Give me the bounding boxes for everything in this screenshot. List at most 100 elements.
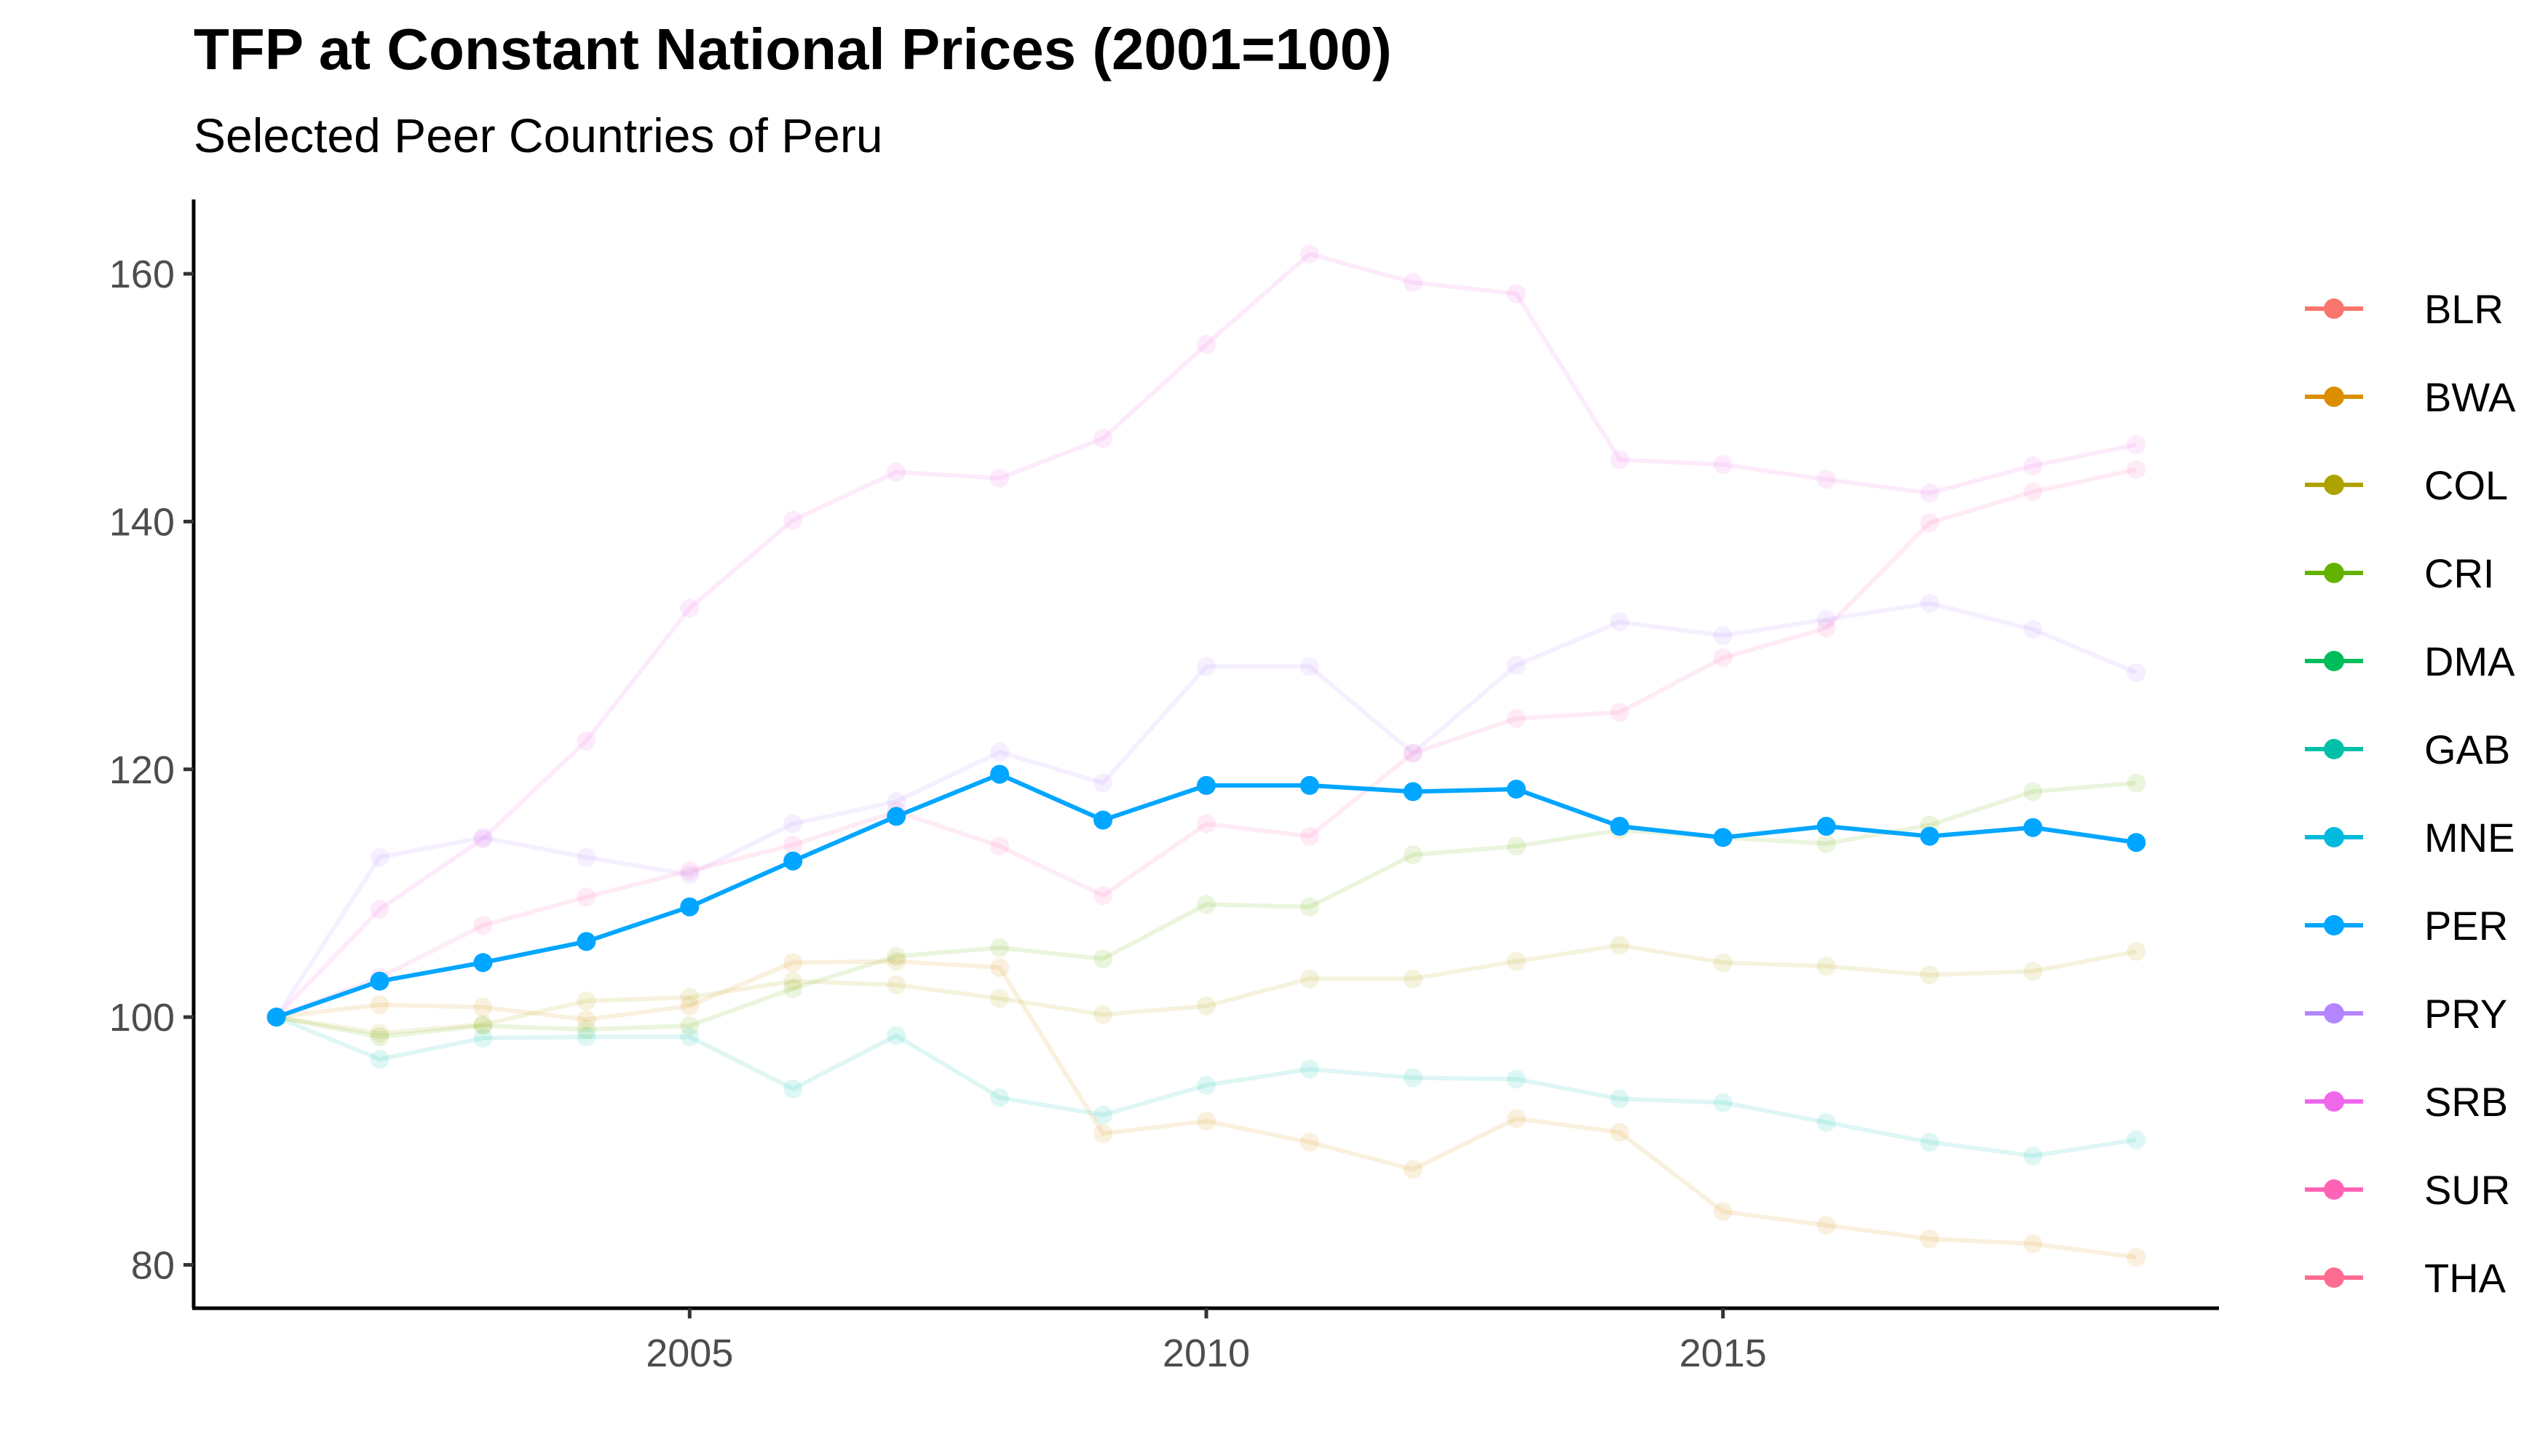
legend-key-point-blr (2324, 298, 2344, 319)
chart-subtitle: Selected Peer Countries of Peru (194, 108, 883, 162)
data-point-col-2010 (1197, 996, 1216, 1016)
data-point-pry-2013 (1506, 655, 1526, 675)
legend-item-mne: MNE (2305, 815, 2515, 860)
series-line-col (276, 943, 2137, 1036)
data-point-cri-2003 (473, 1016, 493, 1035)
data-point-bwa-2009 (1093, 1124, 1113, 1144)
data-point-col-2013 (1506, 951, 1526, 971)
data-point-pry-2006 (783, 814, 803, 834)
data-point-gab-2006 (783, 1079, 803, 1099)
data-point-srb-2014 (1610, 450, 1629, 470)
data-point-per-2007 (887, 807, 906, 826)
data-point-bwa-2006 (783, 953, 803, 973)
data-point-srb-2003 (473, 829, 493, 849)
legend-label-bwa: BWA (2424, 374, 2516, 420)
legend-label-cri: CRI (2424, 550, 2494, 596)
data-point-cri-2007 (887, 946, 906, 966)
data-point-bwa-2004 (577, 1010, 596, 1029)
data-point-sur-2017 (1920, 513, 1939, 533)
legend-key-point-per (2324, 915, 2344, 935)
data-point-sur-2005 (680, 861, 700, 881)
data-point-gab-2015 (1713, 1093, 1733, 1112)
data-point-srb-2013 (1506, 284, 1526, 304)
data-point-srb-2015 (1713, 455, 1733, 475)
data-point-sur-2018 (2023, 482, 2043, 502)
data-point-gab-2011 (1299, 1059, 1319, 1079)
data-point-bwa-2005 (680, 996, 700, 1016)
data-point-srb-2002 (370, 900, 389, 919)
data-point-pry-2011 (1299, 657, 1319, 676)
legend-item-per: PER (2305, 903, 2508, 949)
chart-title: TFP at Constant National Prices (2001=10… (194, 17, 1392, 82)
data-point-bwa-2014 (1610, 1123, 1629, 1142)
data-point-sur-2006 (783, 835, 803, 855)
data-point-gab-2009 (1093, 1105, 1113, 1125)
data-point-cri-2018 (2023, 782, 2043, 802)
legend-item-bwa: BWA (2305, 374, 2516, 420)
legend-key-point-dma (2324, 651, 2344, 671)
series-line-sur (275, 467, 2137, 1019)
data-point-gab-2008 (990, 1088, 1010, 1107)
data-point-gab-2010 (1197, 1075, 1216, 1095)
data-point-cri-2008 (990, 938, 1010, 957)
data-point-per-2008 (990, 764, 1010, 784)
data-point-pry-2009 (1093, 773, 1113, 793)
data-point-srb-2016 (1816, 470, 1836, 489)
data-point-bwa-2017 (1920, 1229, 1939, 1249)
y-tick-label-80: 80 (131, 1243, 175, 1287)
data-point-bwa-2019 (2126, 1248, 2146, 1267)
data-point-gab-2014 (1610, 1089, 1629, 1109)
data-point-col-2011 (1299, 969, 1319, 989)
data-point-gab-2004 (577, 1027, 596, 1047)
data-point-bwa-2016 (1816, 1216, 1836, 1235)
legend-label-per: PER (2424, 903, 2508, 949)
data-point-bwa-2015 (1713, 1202, 1733, 1222)
data-point-gab-2003 (473, 1029, 493, 1048)
data-point-per-2012 (1403, 782, 1423, 802)
data-point-srb-2008 (990, 468, 1010, 488)
data-point-gab-2017 (1920, 1133, 1939, 1152)
data-point-srb-2007 (887, 462, 906, 482)
data-point-bwa-2018 (2023, 1234, 2043, 1254)
data-point-col-2019 (2126, 941, 2146, 961)
legend-key-point-pry (2324, 1003, 2344, 1024)
x-tick-label-2010: 2010 (1163, 1332, 1250, 1375)
data-point-sur-2019 (2126, 460, 2146, 479)
data-point-cri-2005 (680, 1016, 700, 1035)
data-point-srb-2004 (577, 731, 596, 751)
legend-item-tha: THA (2305, 1255, 2507, 1301)
data-point-per-2005 (680, 897, 700, 917)
legend-key-point-col (2324, 475, 2344, 495)
data-point-pry-2007 (887, 792, 906, 811)
data-point-cri-2004 (577, 1020, 596, 1040)
legend-key-point-gab (2324, 739, 2344, 759)
x-axis-ticks: 2005 2010 2015 (646, 1308, 1767, 1375)
data-point-sur-2014 (1610, 703, 1629, 722)
data-point-srb-2017 (1920, 483, 1939, 503)
data-point-col-2012 (1403, 969, 1423, 989)
legend-label-blr: BLR (2424, 286, 2504, 332)
series-line-pry (274, 601, 2137, 1018)
data-point-gab-2007 (887, 1026, 906, 1045)
legend-label-mne: MNE (2424, 815, 2515, 860)
data-point-sur-2003 (473, 916, 493, 935)
data-point-sur-2016 (1816, 618, 1836, 638)
data-point-per-2011 (1299, 775, 1319, 795)
data-point-cri-2010 (1197, 895, 1216, 914)
data-point-col-2005 (680, 987, 700, 1007)
series-line-bwa (276, 959, 2137, 1260)
data-point-pry-2017 (1920, 593, 1939, 613)
data-point-pry-2010 (1197, 657, 1216, 676)
data-point-gab-2013 (1506, 1069, 1526, 1089)
y-tick-label-160: 160 (109, 253, 175, 296)
legend-label-dma: DMA (2424, 638, 2515, 684)
legend-item-col: COL (2305, 462, 2508, 508)
data-point-cri-2012 (1403, 845, 1423, 865)
data-point-col-2018 (2023, 962, 2043, 981)
data-point-per-2003 (473, 953, 493, 973)
data-point-col-2002 (370, 1024, 389, 1043)
data-point-srb-2019 (2126, 435, 2146, 454)
data-point-pry-2002 (370, 847, 389, 867)
legend-item-gab: GAB (2305, 727, 2510, 772)
